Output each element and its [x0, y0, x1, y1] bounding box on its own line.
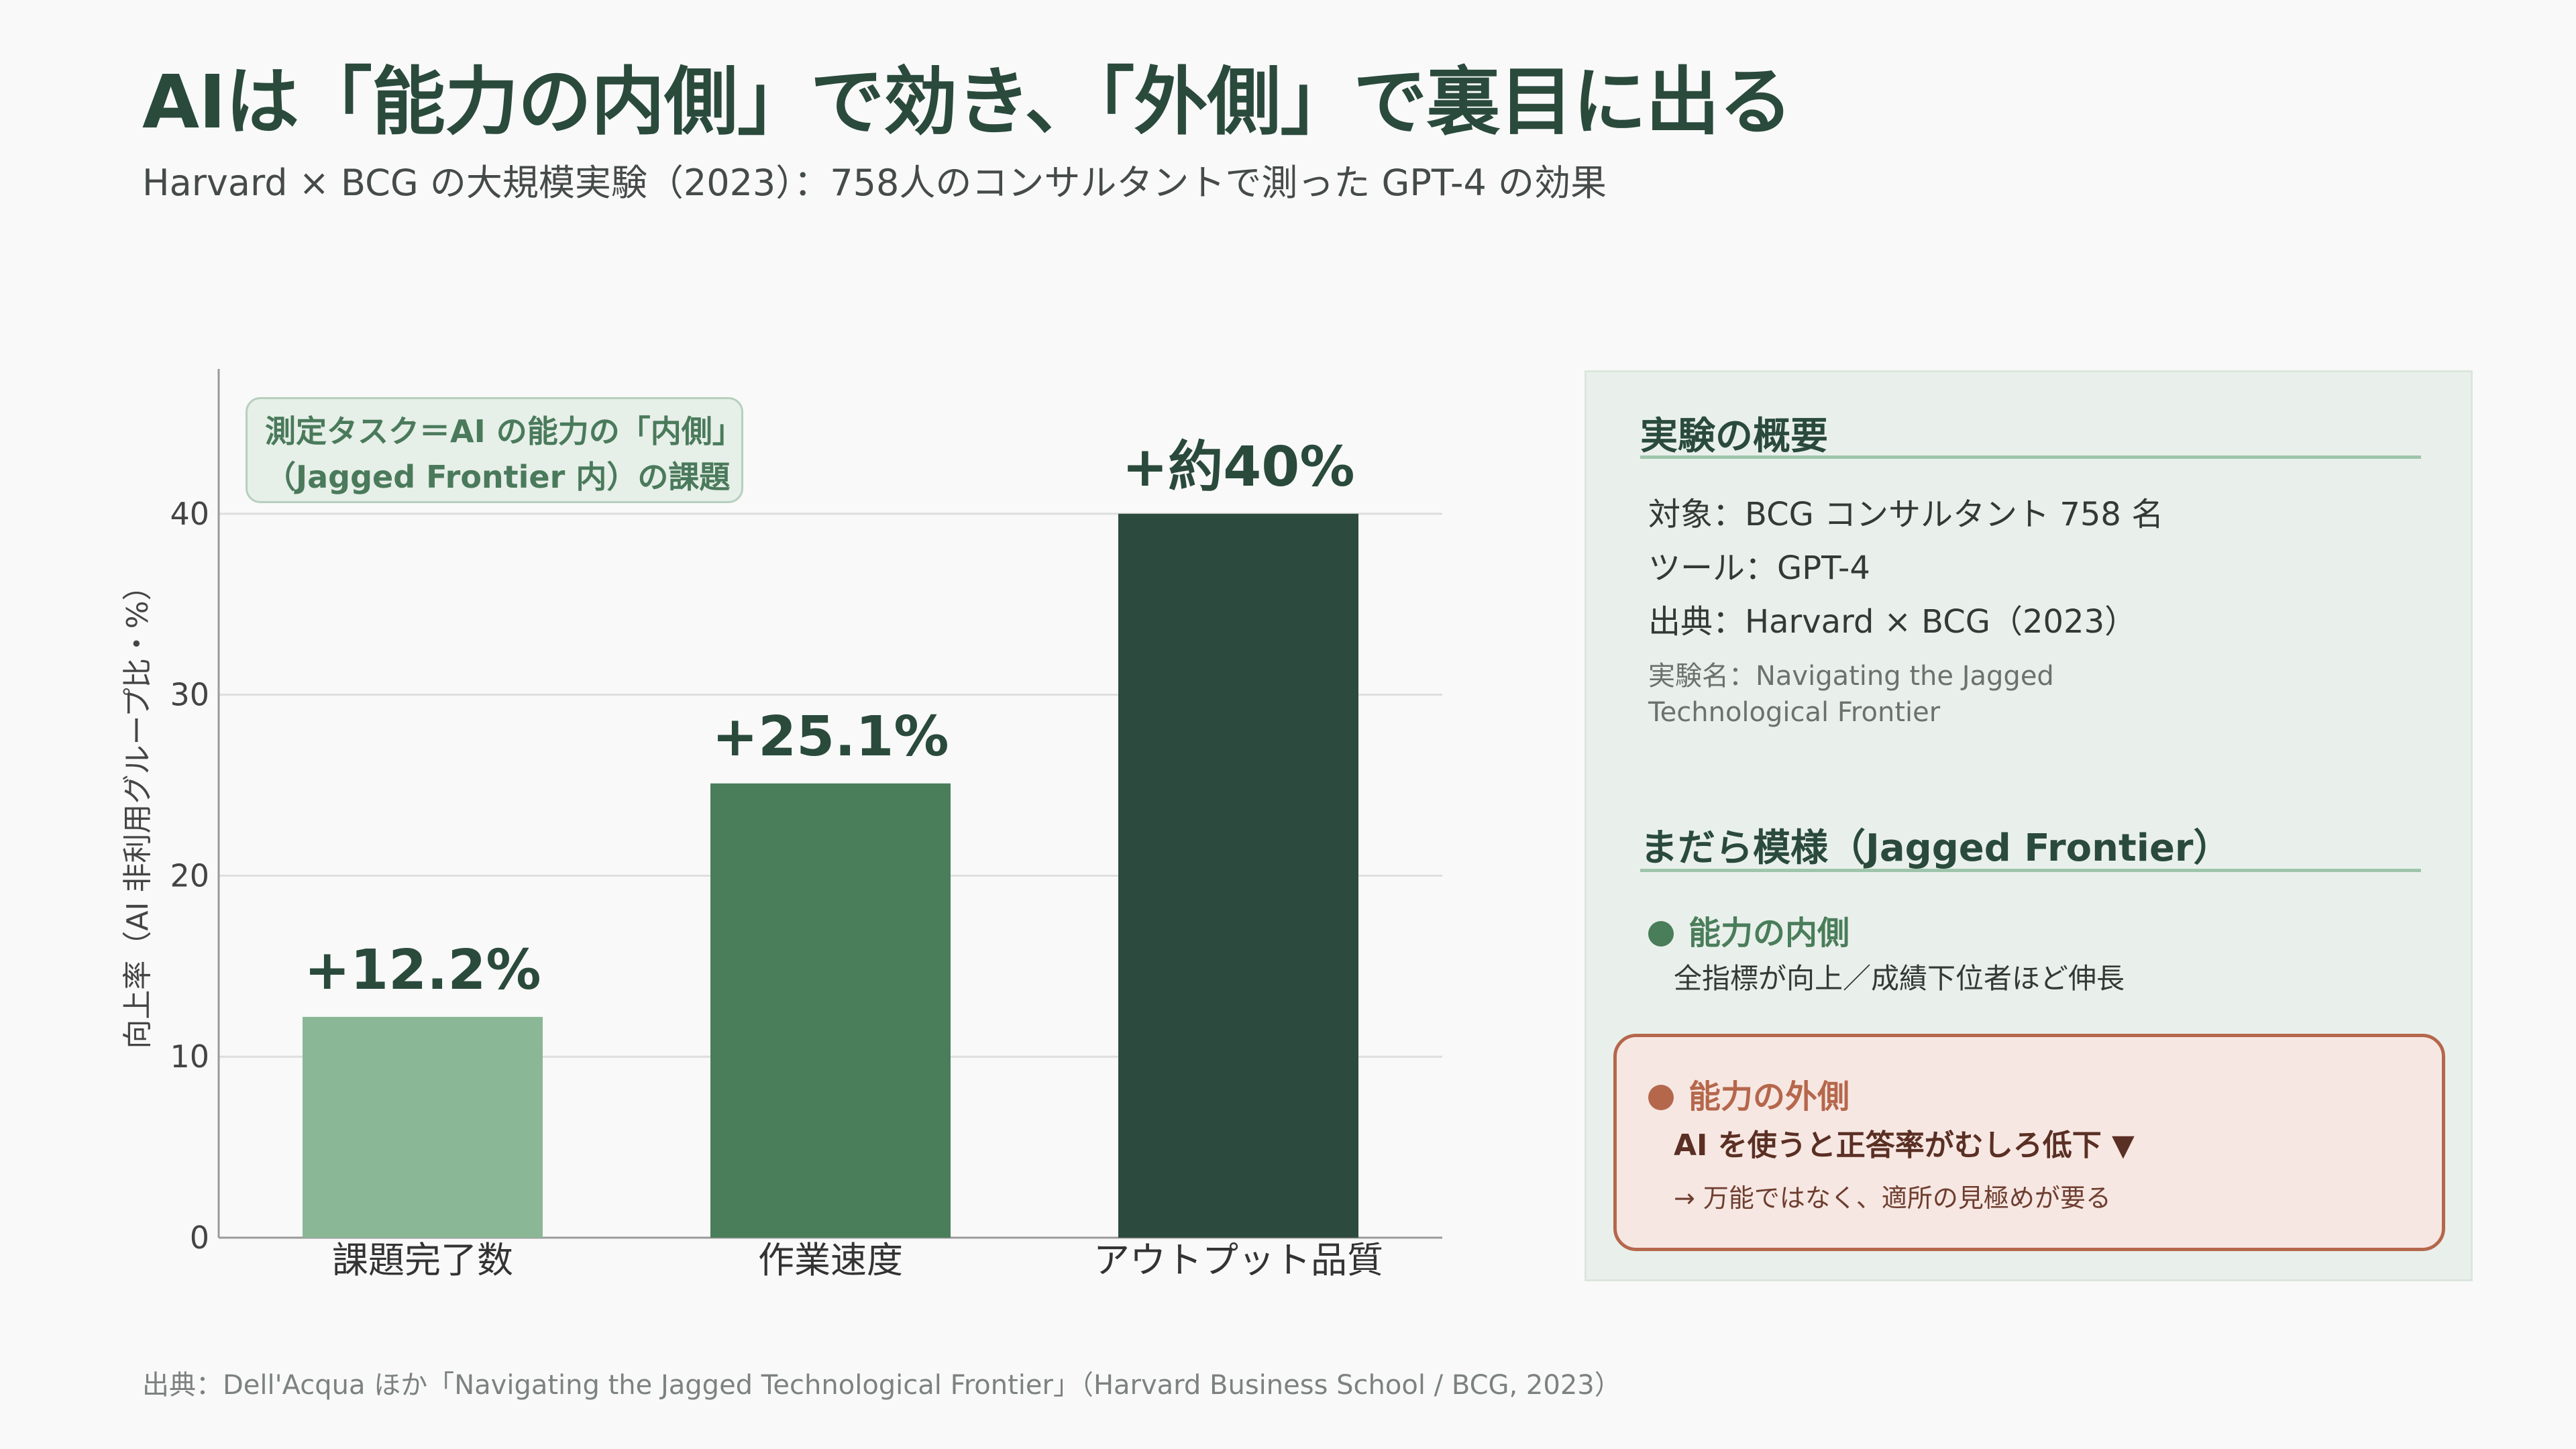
bar-chart: 0 10 20 30 40 向上率（AI 非利用グループ比・%） +12.2% 課題完了数 +2… [121, 369, 1442, 1281]
overview-divider [1640, 455, 2421, 459]
bar-data-label: +約40% [1122, 435, 1355, 499]
y-tick-label: 40 [170, 496, 209, 532]
experiment-side-panel: 実験の概要 対象：BCG コンサルタント 758 名 ツール：GPT-4 出典：… [1585, 370, 2473, 1281]
bar-2 [710, 783, 951, 1238]
y-tick-label: 10 [170, 1038, 209, 1075]
experiment-name-line-1: 実験名：Navigating the Jagged [1648, 661, 2054, 692]
outside-zone-title: 能力の外側 [1648, 1070, 1849, 1117]
outside-zone-label: 能力の外側 [1688, 1078, 1850, 1116]
x-tick-label: アウトプット品質 [1093, 1239, 1383, 1281]
task-scope-callout: 測定タスク＝AI の能力の「内側」 （Jagged Frontier 内）の課題 [246, 397, 743, 503]
inside-dot-icon [1648, 921, 1674, 947]
jagged-frontier-heading: まだら模様（Jagged Frontier） [1640, 826, 2231, 870]
task-scope-line-2: （Jagged Frontier 内）の課題 [265, 459, 731, 495]
page-title: AIは「能力の内側」で効き、「外側」で裏目に出る [142, 59, 1792, 145]
y-tick-label: 30 [170, 677, 209, 713]
inside-zone-desc: 全指標が向上／成績下位者ほど伸長 [1674, 962, 2125, 995]
bar-data-label: +25.1% [712, 705, 949, 769]
inside-zone-label: 能力の内側 [1688, 914, 1850, 952]
overview-target: 対象：BCG コンサルタント 758 名 [1648, 496, 2164, 533]
bar-1 [303, 1016, 543, 1238]
page-subtitle: Harvard × BCG の大規模実験（2023）：758人のコンサルタントで… [142, 162, 1607, 204]
outside-zone-note: → 万能ではなく、適所の見極めが要る [1674, 1183, 2111, 1213]
outside-zone-desc: AI を使うと正答率がむしろ低下 ▼ [1674, 1128, 2135, 1163]
overview-tool: ツール：GPT-4 [1648, 549, 1870, 587]
jagged-frontier-divider [1640, 869, 2421, 872]
bar-data-label: +12.2% [304, 938, 541, 1002]
experiment-name-line-2: Technological Frontier [1648, 697, 1941, 728]
inside-zone-title: 能力の内側 [1648, 906, 1849, 953]
x-tick-label: 課題完了数 [332, 1239, 513, 1281]
y-tick-label: 20 [170, 857, 209, 894]
bar-3 [1118, 513, 1358, 1238]
outside-dot-icon [1648, 1085, 1674, 1110]
y-tick-label: 0 [190, 1220, 209, 1256]
overview-heading: 実験の概要 [1640, 415, 1828, 458]
outside-zone-callout [1613, 1034, 2445, 1251]
y-axis-label: 向上率（AI 非利用グループ比・%） [121, 571, 155, 1049]
source-footer: 出典：Dell'Acqua ほか「Navigating the Jagged T… [142, 1370, 1621, 1401]
overview-source: 出典：Harvard × BCG（2023） [1648, 603, 2137, 641]
x-tick-label: 作業速度 [758, 1239, 903, 1281]
task-scope-line-1: 測定タスク＝AI の能力の「内側」 [265, 413, 743, 449]
